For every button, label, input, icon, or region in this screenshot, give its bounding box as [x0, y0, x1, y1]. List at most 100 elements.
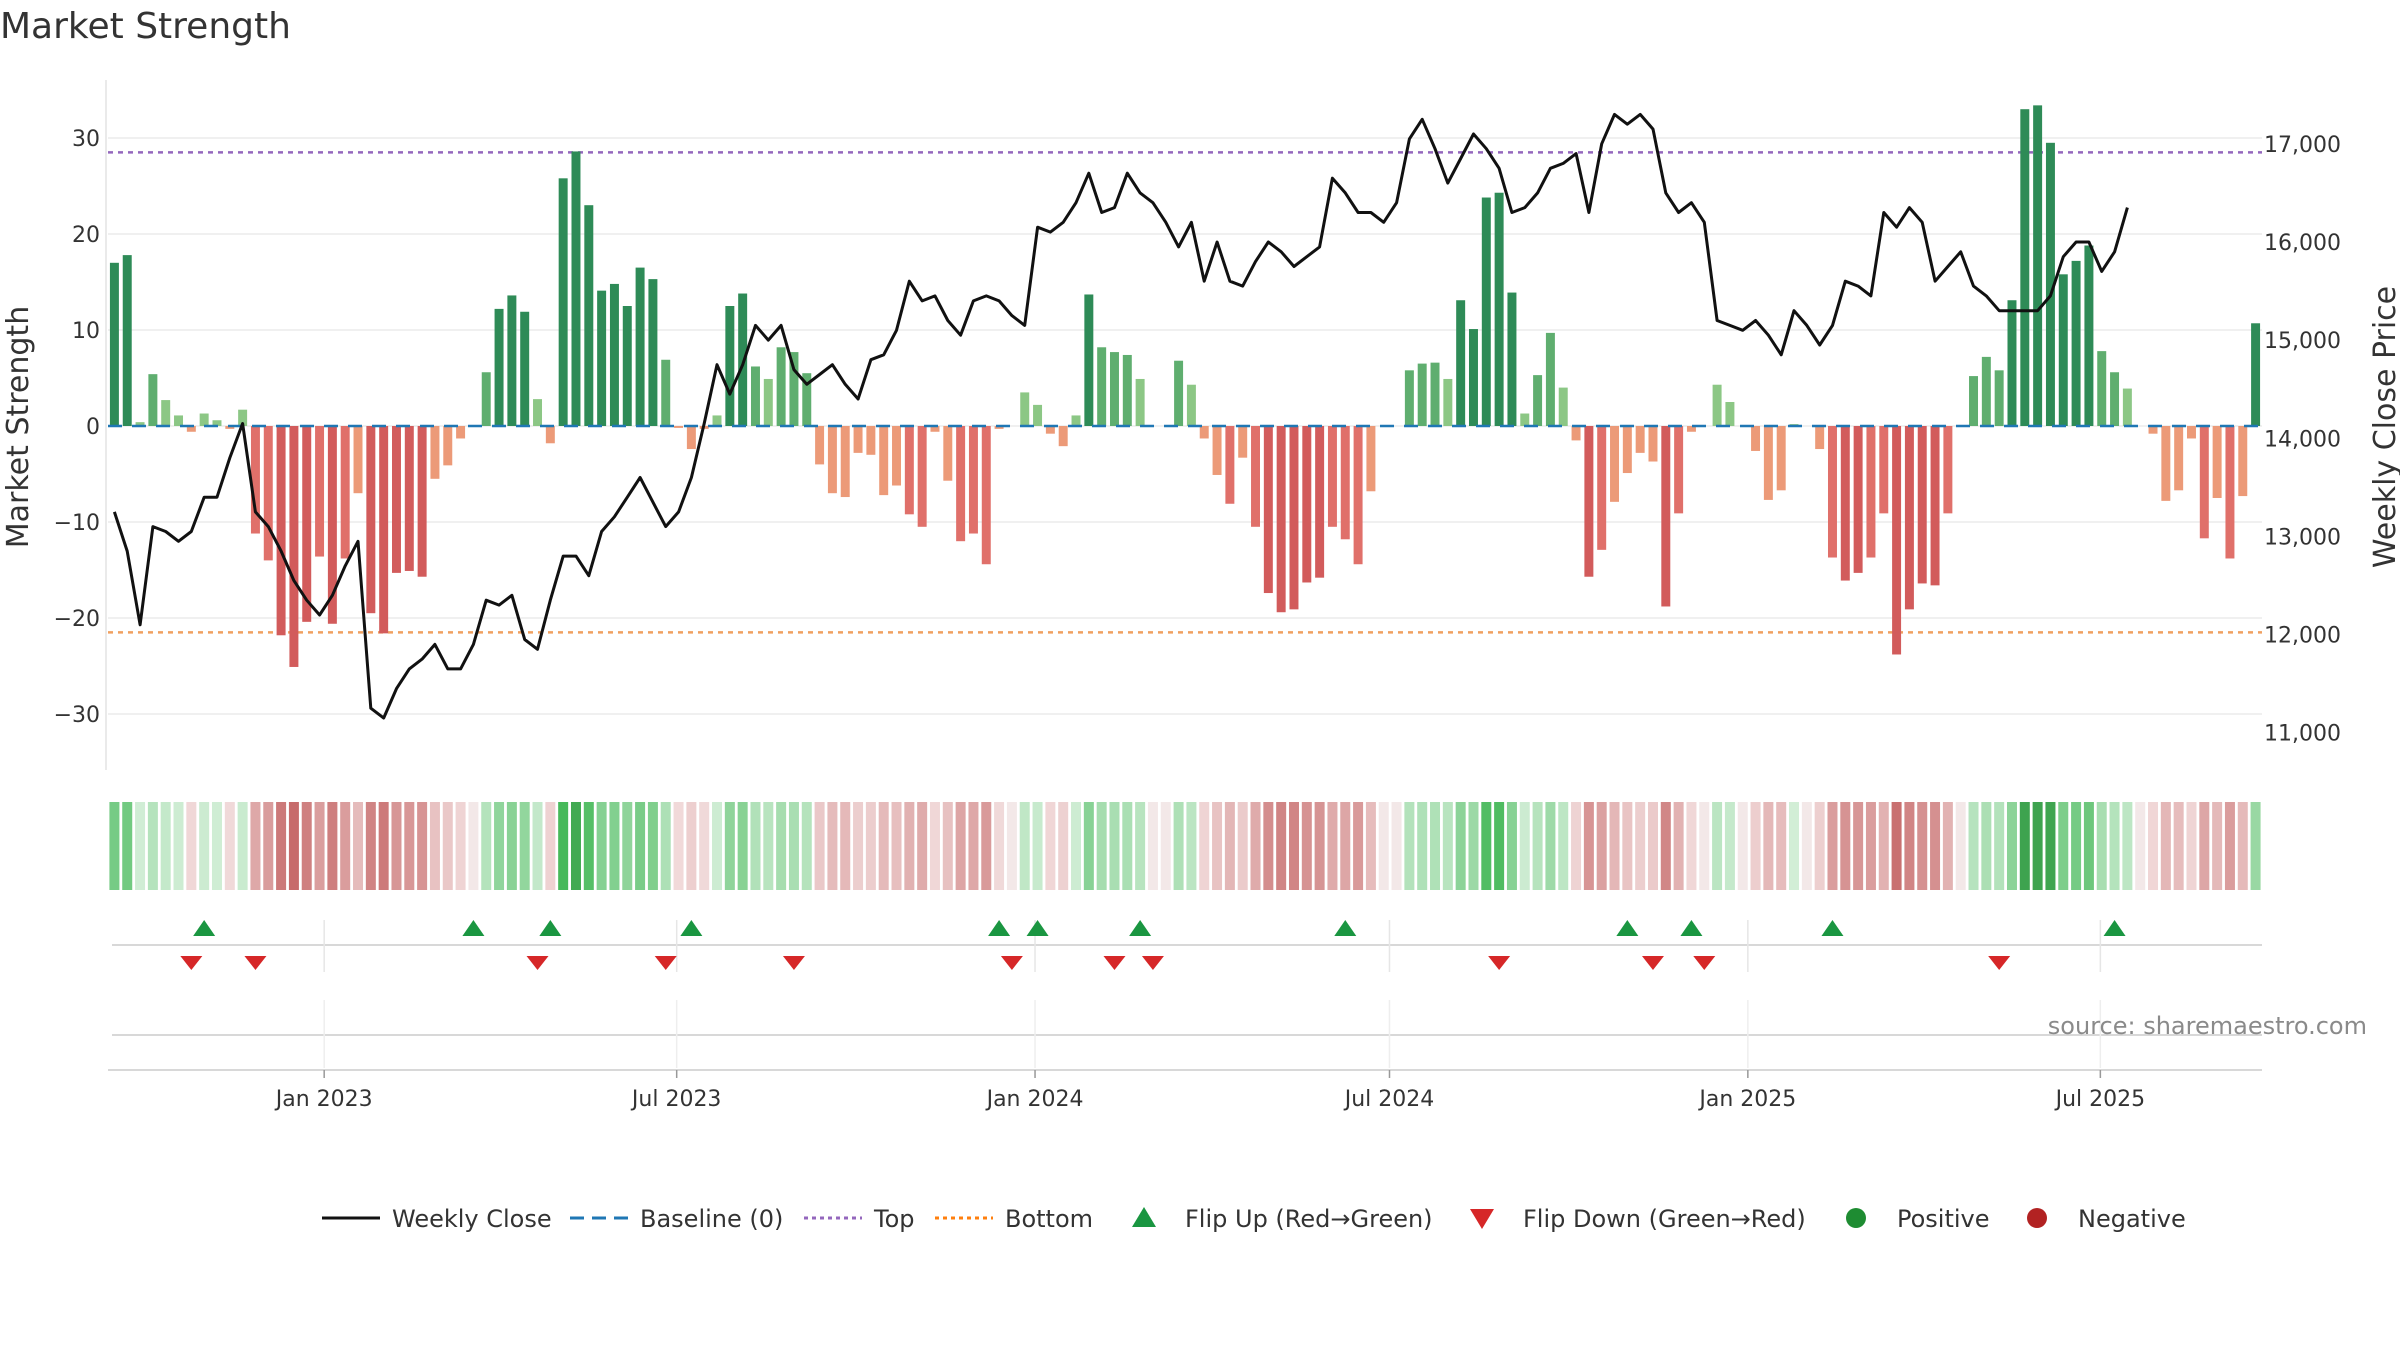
heat-cell: [609, 802, 620, 890]
heat-cell: [199, 802, 210, 890]
heat-cell: [1955, 802, 1966, 890]
right-axis: 17,000 16,000 15,000 14,000 13,000 12,000 11,0…: [2264, 133, 2341, 747]
heat-cell: [2224, 802, 2235, 890]
heat-cell: [1327, 802, 1338, 890]
heat-cell: [160, 802, 171, 890]
legend-label: Flip Up (Red→Green): [1185, 1205, 1433, 1233]
strength-bar: [2238, 426, 2248, 497]
strength-bar: [1225, 426, 1235, 504]
heat-cell: [1981, 802, 1992, 890]
legend-item: Positive: [1846, 1205, 1990, 1233]
heat-cell: [1776, 802, 1787, 890]
heat-cell: [1545, 802, 1556, 890]
strength-bar: [1366, 426, 1376, 492]
strength-bar: [776, 347, 786, 426]
strength-bar: [1943, 426, 1953, 514]
heat-cell: [109, 802, 120, 890]
flip-down-marker: [654, 956, 677, 970]
strength-bar: [225, 426, 235, 429]
strength-bar: [2071, 260, 2081, 426]
strength-bar: [1751, 426, 1761, 451]
strength-bar: [1251, 426, 1261, 527]
heat-cell: [942, 802, 953, 890]
heat-cell: [2109, 802, 2120, 890]
heat-cell: [391, 802, 402, 890]
heat-cell: [891, 802, 902, 890]
heat-cell: [1930, 802, 1941, 890]
legend-label: Weekly Close: [392, 1205, 552, 1233]
heat-cell: [750, 802, 761, 890]
strength-bar: [1315, 426, 1325, 578]
strength-bar: [1071, 415, 1081, 426]
heat-cell: [1122, 802, 1133, 890]
heat-cell: [2250, 802, 2261, 890]
strength-bar: [917, 426, 927, 527]
strength-bar: [161, 400, 171, 426]
left-axis-title: Market Strength: [1, 306, 36, 548]
heat-cell: [1494, 802, 1505, 890]
lower-panel: [112, 1000, 2262, 1068]
flip-up-marker: [1334, 920, 1357, 936]
legend: Weekly Close Baseline (0) Top Bottom Flip Up…: [322, 1205, 2186, 1233]
heat-cell: [1135, 802, 1146, 890]
legend-item: Negative: [2027, 1205, 2186, 1233]
strength-bar: [1661, 426, 1671, 607]
heat-cell: [1789, 802, 1800, 890]
strength-bar: [930, 426, 940, 432]
legend-label: Top: [873, 1205, 915, 1233]
heat-cell: [1647, 802, 1658, 890]
strength-bar: [1327, 426, 1337, 527]
heat-cell: [2032, 802, 2043, 890]
heat-cell: [1314, 802, 1325, 890]
strength-bar: [366, 426, 376, 614]
strength-bar: [263, 426, 273, 561]
strength-bar: [2045, 142, 2055, 427]
heat-cell: [1391, 802, 1402, 890]
heat-cell: [224, 802, 235, 890]
strength-bar: [1186, 384, 1196, 426]
heat-cell: [1942, 802, 1953, 890]
x-tick-label: Jul 2023: [630, 1087, 722, 1112]
flip-down-marker: [1000, 956, 1023, 970]
strength-bar: [250, 426, 260, 534]
strength-bar: [712, 415, 722, 426]
strength-bar: [1597, 426, 1607, 550]
legend-item: Bottom: [935, 1205, 1093, 1233]
heat-cell: [686, 802, 697, 890]
strength-bar: [968, 426, 978, 534]
strength-bar: [1674, 426, 1684, 514]
heat-cell: [1571, 802, 1582, 890]
flip-up-marker: [1129, 920, 1152, 936]
strength-bar: [1404, 370, 1414, 426]
strength-bar: [545, 426, 555, 444]
strength-bar: [1212, 426, 1222, 475]
heat-cell: [1468, 802, 1479, 890]
strength-bar: [533, 399, 543, 426]
heat-cell: [1378, 802, 1389, 890]
heat-cell: [737, 802, 748, 890]
legend-item: Flip Down (Green→Red): [1470, 1205, 1806, 1233]
heat-cell: [1071, 802, 1082, 890]
heat-cell: [532, 802, 543, 890]
heat-cell: [173, 802, 184, 890]
strength-bar: [1033, 404, 1043, 426]
heat-cell: [1481, 802, 1492, 890]
heat-cell: [340, 802, 351, 890]
strength-bar: [2225, 426, 2235, 559]
strength-bar: [879, 426, 889, 496]
heat-cell: [147, 802, 158, 890]
flip-down-marker: [1141, 956, 1164, 970]
strength-bar: [2097, 351, 2107, 426]
heat-cell: [1173, 802, 1184, 890]
heat-cell: [1212, 802, 1223, 890]
heat-cell: [660, 802, 671, 890]
strength-bar: [635, 267, 645, 426]
strength-bar: [1058, 426, 1068, 447]
heat-cell: [1083, 802, 1094, 890]
heat-cell: [1263, 802, 1274, 890]
heat-cell: [1276, 802, 1287, 890]
strength-bar: [802, 373, 812, 426]
flip-down-marker: [180, 956, 203, 970]
strength-bar: [481, 372, 491, 426]
